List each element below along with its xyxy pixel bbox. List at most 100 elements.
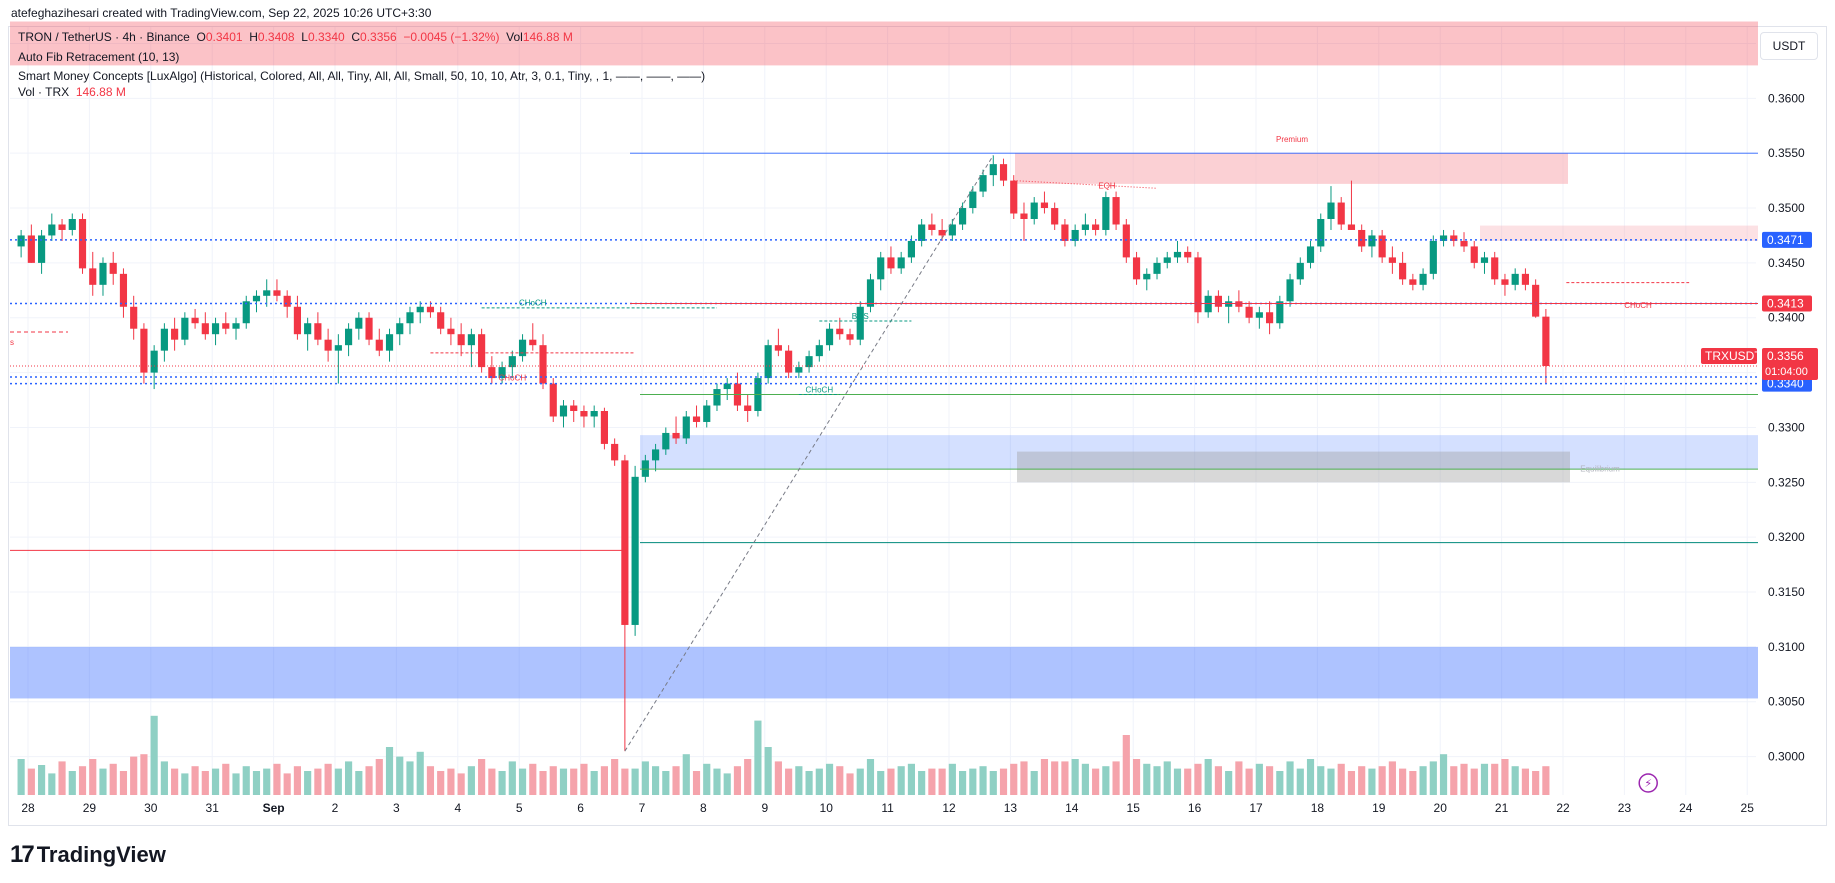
candle-body bbox=[1327, 202, 1335, 219]
candle-body bbox=[396, 323, 404, 335]
annotations: Premium Equilibrium EQH BOS CHoCH CHoCH CHoCH C… bbox=[10, 135, 1658, 793]
time-tick-label: 2 bbox=[332, 801, 339, 815]
volume-bar bbox=[375, 759, 383, 795]
candle-body bbox=[928, 224, 936, 230]
candle-body bbox=[1143, 273, 1151, 280]
volume-bar bbox=[580, 763, 588, 795]
candle-body bbox=[304, 323, 312, 335]
volume-bar bbox=[1245, 768, 1253, 795]
candle-body bbox=[365, 317, 373, 340]
candle-body bbox=[426, 306, 435, 313]
volume-bar bbox=[733, 766, 742, 795]
candle-body bbox=[979, 175, 987, 192]
time-tick-label: 16 bbox=[1188, 801, 1202, 815]
change-value: −0.0045 (−1.32%) bbox=[403, 30, 500, 44]
volume-bar bbox=[426, 766, 435, 795]
candle-body bbox=[1429, 240, 1437, 274]
countdown-value: 01:04:00 bbox=[1765, 366, 1808, 378]
candle-body bbox=[1225, 301, 1233, 307]
time-tick-label: 6 bbox=[577, 801, 584, 815]
candle-body bbox=[1317, 219, 1325, 247]
volume-bar bbox=[457, 773, 465, 795]
candle-body bbox=[1296, 262, 1304, 280]
candle-body bbox=[1204, 295, 1212, 313]
volume-bar bbox=[662, 771, 670, 795]
volume-bar bbox=[1204, 759, 1212, 795]
candle-body bbox=[478, 334, 486, 368]
volume-bar bbox=[1388, 761, 1396, 795]
symbol-name[interactable]: TRON / TetherUS · 4h · Binance bbox=[18, 30, 190, 44]
volume-bar bbox=[38, 765, 46, 795]
price-tick-label: 0.3200 bbox=[1768, 530, 1805, 544]
volume-bar bbox=[68, 771, 76, 795]
credit-bar: atefeghazihesari created with TradingVie… bbox=[0, 0, 1835, 26]
volume-bar bbox=[590, 771, 598, 795]
volume-bar bbox=[1358, 766, 1366, 795]
time-tick-label: 14 bbox=[1065, 801, 1079, 815]
time-tick-label: 28 bbox=[21, 801, 35, 815]
volume-indicator-label: Vol · TRX bbox=[18, 85, 70, 99]
candle-body bbox=[283, 295, 291, 307]
candle-body bbox=[1132, 257, 1141, 280]
candle-body bbox=[1470, 246, 1478, 263]
candle-body bbox=[1480, 257, 1489, 263]
price-axis[interactable]: 0.3000 0.3050 0.3100 0.3150 0.3200 0.3250 0.33… bbox=[1768, 36, 1805, 763]
candle-body bbox=[1501, 279, 1509, 285]
volume-bar bbox=[672, 766, 680, 795]
last-price-tag-bg bbox=[1762, 348, 1818, 381]
candle-body bbox=[406, 312, 414, 324]
time-axis[interactable]: 28 29 30 31 Sep 2 3 4 5 6 7 8 9 10 11 12 13 14 15 16 17 18 19 2… bbox=[21, 801, 1754, 815]
candle-body bbox=[78, 219, 87, 269]
volume-bar bbox=[1235, 761, 1243, 795]
candle-body bbox=[1542, 316, 1550, 367]
volume-bar bbox=[1317, 766, 1325, 795]
volume-bars bbox=[17, 715, 1550, 795]
volume-bar bbox=[437, 771, 445, 795]
high-value: 0.3408 bbox=[257, 30, 295, 44]
volume-bar bbox=[1542, 766, 1550, 795]
volume-bar bbox=[181, 773, 189, 795]
volume-bar bbox=[160, 761, 168, 795]
volume-bar bbox=[130, 756, 138, 795]
candle-body bbox=[1194, 257, 1202, 313]
candle-body bbox=[1102, 197, 1110, 230]
volume-bar bbox=[1429, 761, 1437, 795]
candle-body bbox=[1399, 262, 1407, 280]
currency-button[interactable]: USDT bbox=[1760, 32, 1818, 60]
candle-body bbox=[211, 323, 220, 335]
price-tick-label: 0.3600 bbox=[1768, 91, 1805, 105]
volume-bar bbox=[999, 768, 1008, 795]
candle-body bbox=[805, 356, 813, 368]
volume-bar bbox=[252, 771, 261, 795]
candle-body bbox=[672, 432, 680, 439]
symbol-legend[interactable]: TRON / TetherUS · 4h · Binance O0.3401 H… bbox=[18, 30, 573, 44]
volume-bar bbox=[918, 771, 926, 795]
indicator-smc[interactable]: Smart Money Concepts [LuxAlgo] (Historic… bbox=[18, 69, 706, 83]
volume-bar bbox=[1122, 735, 1130, 795]
candle-body bbox=[559, 405, 568, 417]
volume-bar bbox=[1399, 768, 1407, 795]
equilibrium-label: Equilibrium bbox=[1580, 464, 1620, 473]
candle-body bbox=[99, 262, 107, 285]
candle-body bbox=[877, 257, 885, 280]
volume-bar bbox=[989, 771, 997, 795]
open-value: 0.3401 bbox=[205, 30, 243, 44]
candle-body bbox=[1368, 235, 1376, 247]
volume-bar bbox=[1378, 766, 1386, 795]
indicator-fib[interactable]: Auto Fib Retracement (10, 13) bbox=[18, 50, 180, 64]
candle-body bbox=[918, 224, 926, 241]
volume-bar bbox=[345, 761, 353, 795]
footer-brand[interactable]: 17 TradingView bbox=[10, 840, 166, 870]
volume-bar bbox=[1491, 763, 1499, 795]
open-label: O bbox=[196, 30, 206, 44]
candle-body bbox=[109, 262, 117, 274]
price-tick-label: 0.3450 bbox=[1768, 256, 1805, 270]
volume-bar bbox=[979, 766, 987, 795]
candle-body bbox=[1337, 202, 1345, 225]
candle-body bbox=[1040, 202, 1049, 209]
volume-bar bbox=[191, 766, 199, 795]
symbol-price-tag: TRXUSDT 0.3356 01:04:00 bbox=[1701, 348, 1818, 381]
premium-label: Premium bbox=[1276, 135, 1308, 144]
indicator-volume[interactable]: Vol · TRX 146.88 M bbox=[18, 85, 126, 99]
